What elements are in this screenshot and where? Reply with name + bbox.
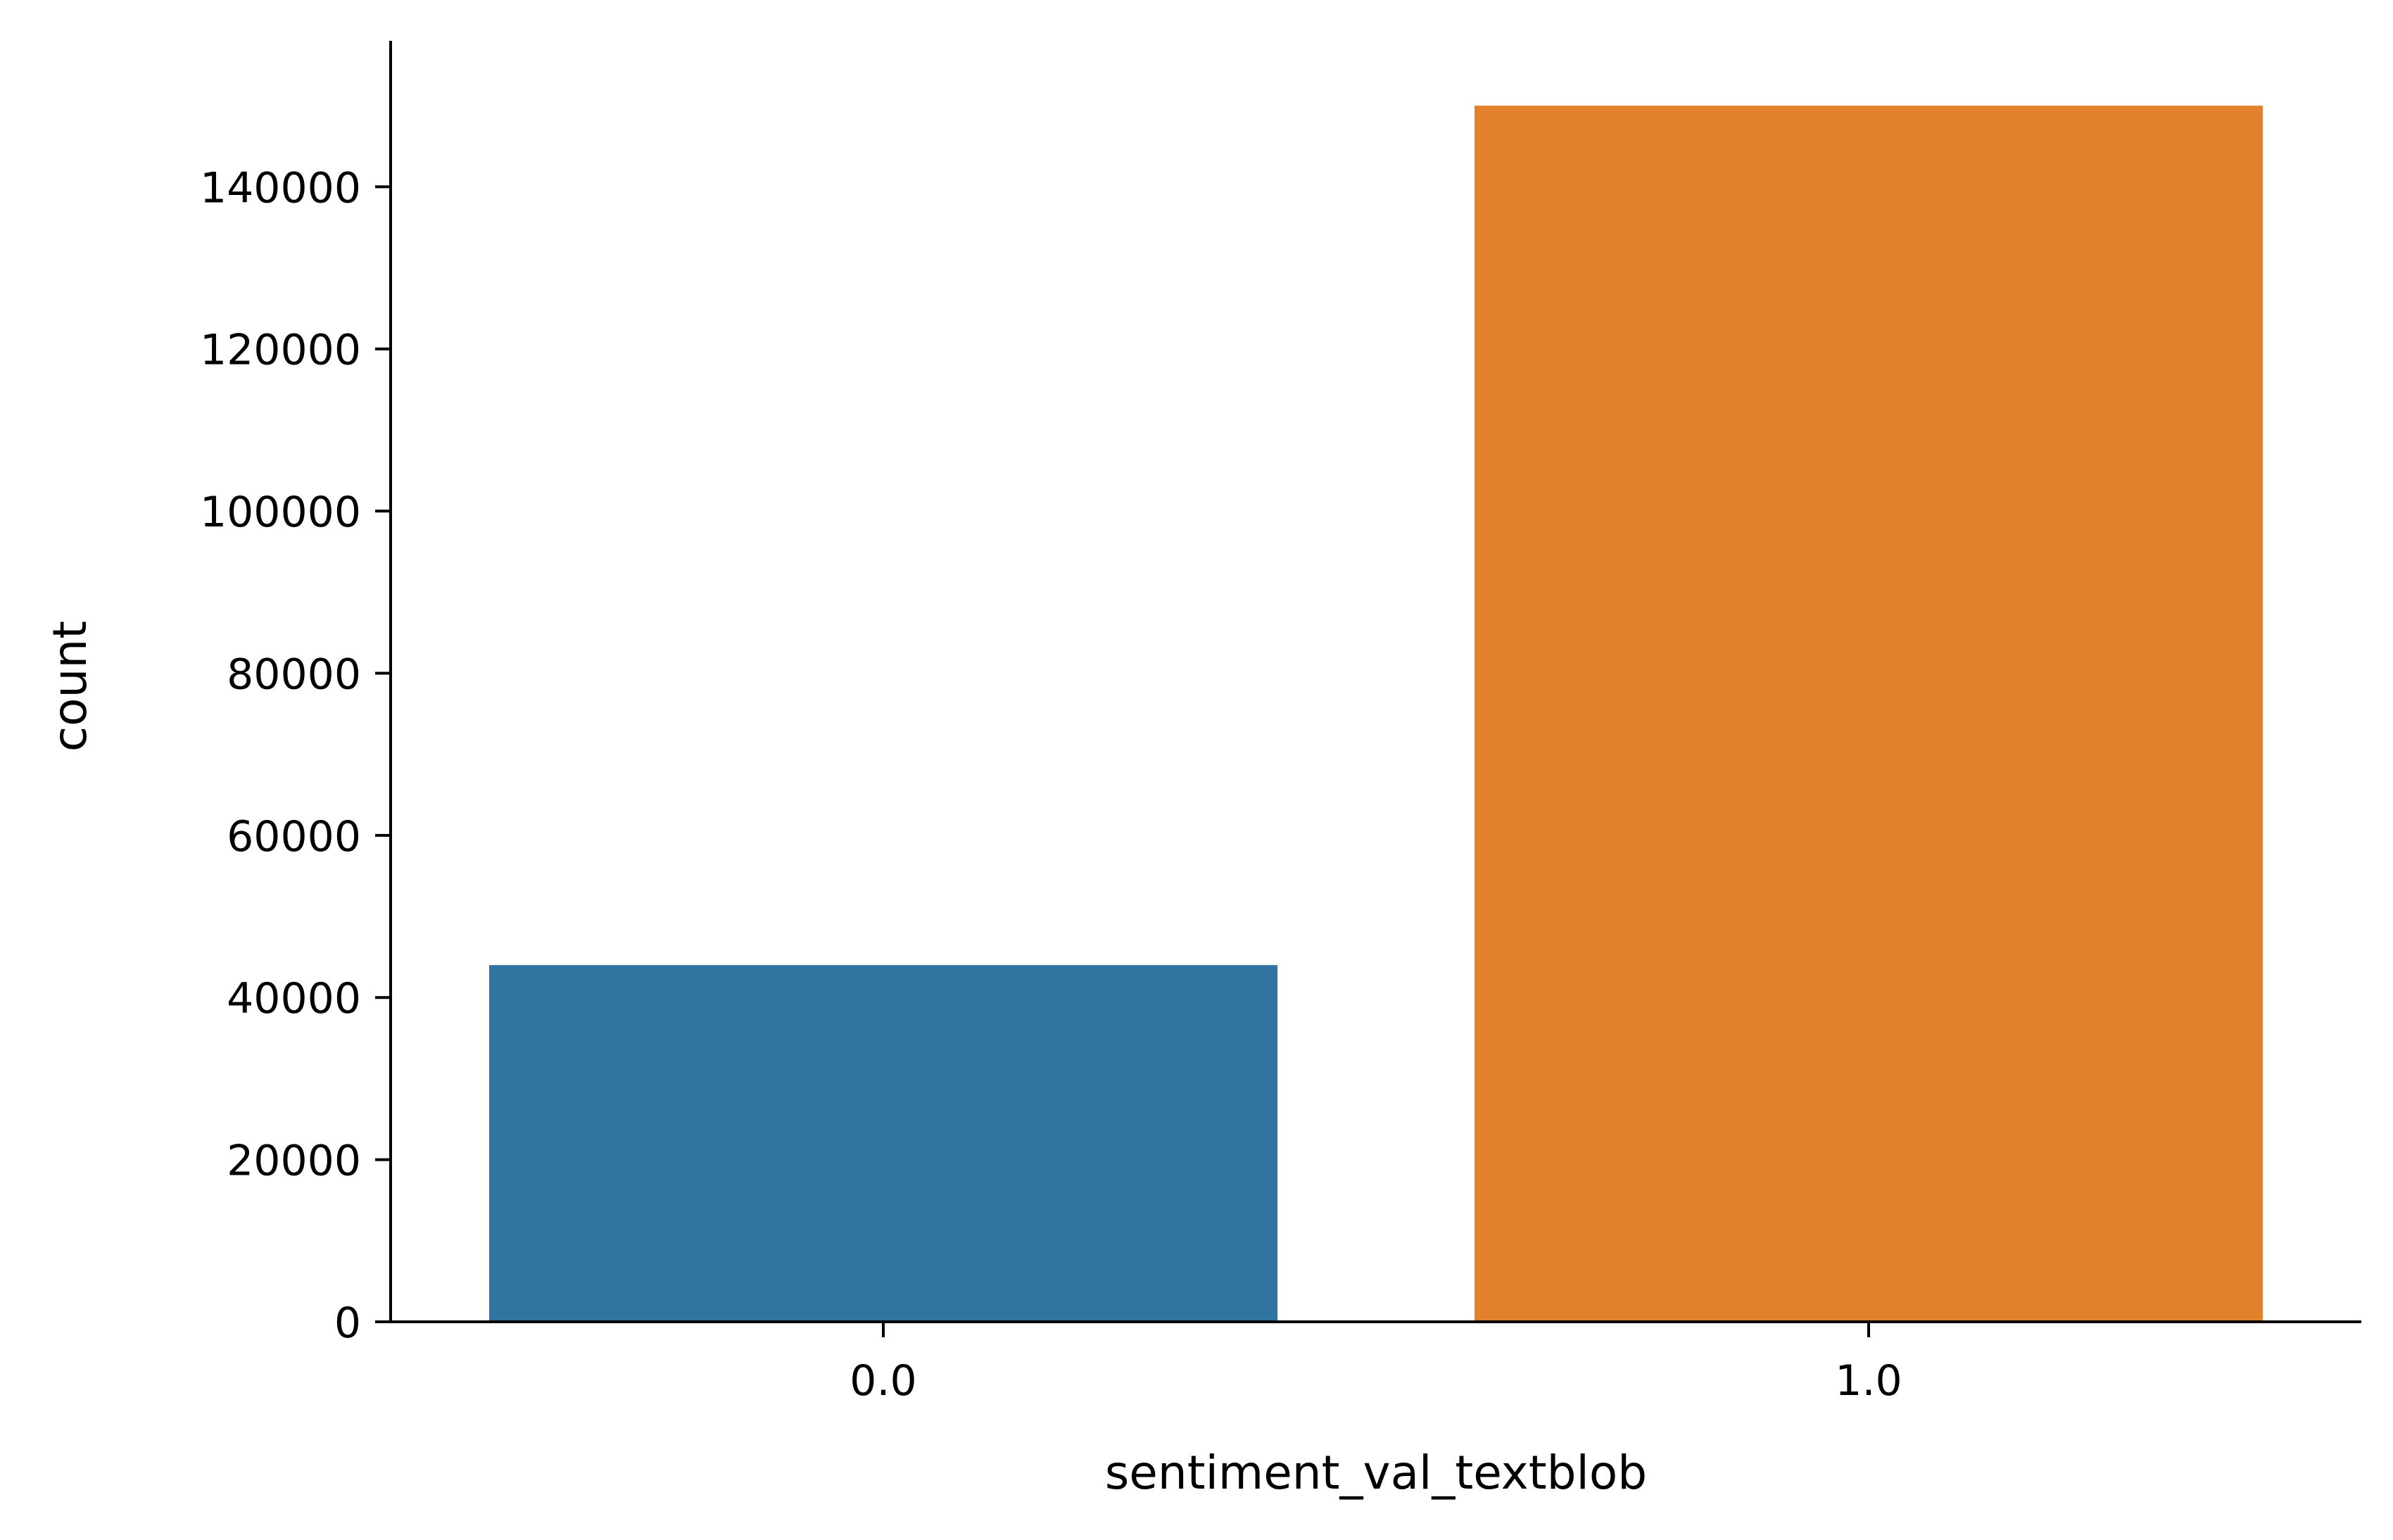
bar-1.0 bbox=[1475, 106, 2263, 1323]
y-tick-label-40000: 40000 bbox=[227, 974, 361, 1023]
y-tick-label-60000: 60000 bbox=[227, 812, 361, 861]
y-tick-label-80000: 80000 bbox=[227, 650, 361, 699]
x-tick-label-0.0: 0.0 bbox=[850, 1356, 916, 1406]
y-axis-label: count bbox=[43, 621, 97, 752]
y-tick-label-100000: 100000 bbox=[200, 488, 361, 537]
bar-0.0 bbox=[489, 965, 1277, 1322]
y-tick-label-20000: 20000 bbox=[227, 1137, 361, 1186]
x-axis-label: sentiment_val_textblob bbox=[1105, 1446, 1647, 1500]
bars-layer bbox=[489, 106, 2263, 1323]
y-axis: 0 20000 40000 60000 80000 100000 120000 140000 bbox=[200, 41, 392, 1348]
x-tick-label-1.0: 1.0 bbox=[1835, 1356, 1902, 1406]
y-tick-label-120000: 120000 bbox=[200, 326, 361, 375]
x-axis: 0.0 1.0 bbox=[391, 1320, 2361, 1406]
y-tick-label-0: 0 bbox=[334, 1299, 361, 1348]
y-tick-label-140000: 140000 bbox=[200, 163, 361, 213]
